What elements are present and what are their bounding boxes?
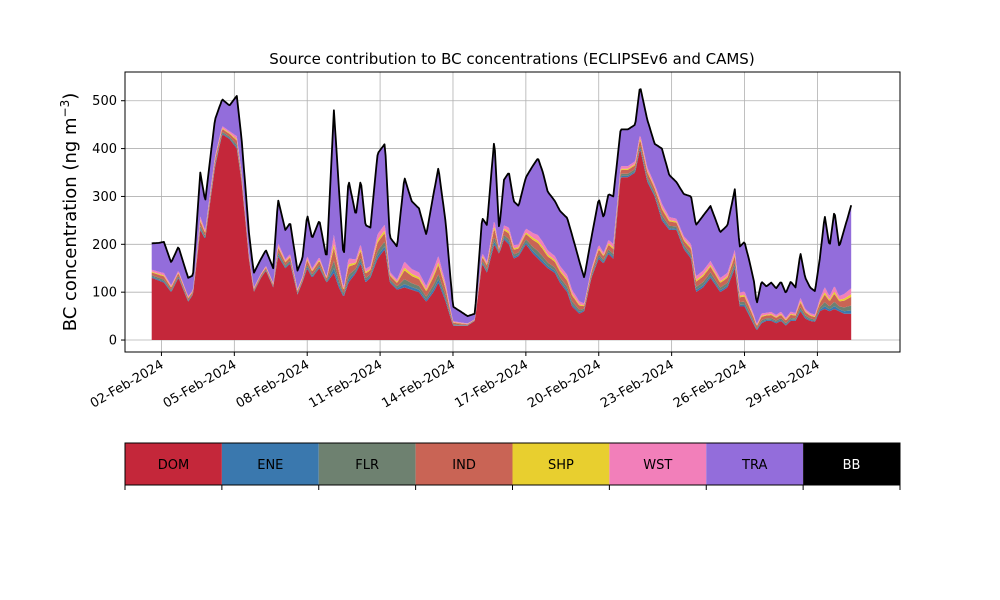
legend-swatch-dom (125, 443, 222, 485)
legend-swatch-ind (415, 443, 513, 485)
legend-label-flr: FLR (355, 458, 379, 473)
x-tick-label: 20-Feb-2024 (525, 357, 604, 411)
y-tick-label: 300 (92, 190, 117, 205)
y-axis-label: BC concentration (ng m−3) (58, 93, 81, 332)
area-series-ind (151, 129, 852, 328)
legend-frame (124, 442, 901, 486)
legend-label-ind: IND (452, 458, 476, 473)
x-axis: 02-Feb-202405-Feb-202408-Feb-202411-Feb-… (88, 352, 822, 411)
legend-swatch-shp (512, 443, 610, 485)
legend-label-wst: WST (643, 458, 672, 473)
x-tick-label: 02-Feb-2024 (88, 357, 167, 411)
y-axis-label-exponent: −3 (58, 100, 72, 118)
y-axis-label-main: BC concentration (ng m (60, 117, 81, 331)
legend-label-tra: TRA (741, 458, 767, 473)
plot-area (124, 71, 901, 353)
y-tick-label: 0 (109, 334, 117, 349)
y-tick-label: 400 (92, 142, 117, 157)
area-series-tra (151, 89, 852, 324)
y-axis-label-close: ) (60, 93, 81, 100)
x-tick-label: 14-Feb-2024 (379, 357, 458, 411)
legend-label-bb: BB (843, 458, 861, 473)
legend-swatch-tra (706, 443, 804, 485)
legend-swatch-flr (318, 443, 416, 485)
total-line-group (151, 88, 853, 317)
legend-label-ene: ENE (257, 458, 283, 473)
x-tick-label: 11-Feb-2024 (307, 357, 386, 411)
plot-frame (124, 71, 901, 353)
y-tick-label: 500 (92, 94, 117, 109)
legend-swatch-bb (803, 443, 900, 485)
legend-colorbar: DOM ENE FLR IND SHP WST TRA BB (124, 442, 901, 490)
x-tick-label: 05-Feb-2024 (161, 357, 240, 411)
x-tick-label: 08-Feb-2024 (234, 357, 313, 411)
area-series-dom (151, 134, 852, 340)
series-line-bb-total (151, 88, 853, 317)
y-tick-label: 200 (92, 238, 117, 253)
y-axis: 0 100 200 300 400 500 (92, 94, 125, 349)
x-tick-label: 26-Feb-2024 (671, 357, 750, 411)
legend-label-shp: SHP (548, 458, 574, 473)
stacked-areas (151, 89, 852, 340)
x-tick-label: 29-Feb-2024 (744, 357, 823, 411)
y-tick-label: 100 (92, 286, 117, 301)
x-tick-label: 17-Feb-2024 (452, 357, 531, 411)
x-tick-label: 23-Feb-2024 (598, 357, 677, 411)
legend-swatch-wst (609, 443, 707, 485)
legend-swatch-ene (221, 443, 319, 485)
legend-label-dom: DOM (158, 458, 189, 473)
chart-title: Source contribution to BC concentrations… (269, 50, 754, 68)
